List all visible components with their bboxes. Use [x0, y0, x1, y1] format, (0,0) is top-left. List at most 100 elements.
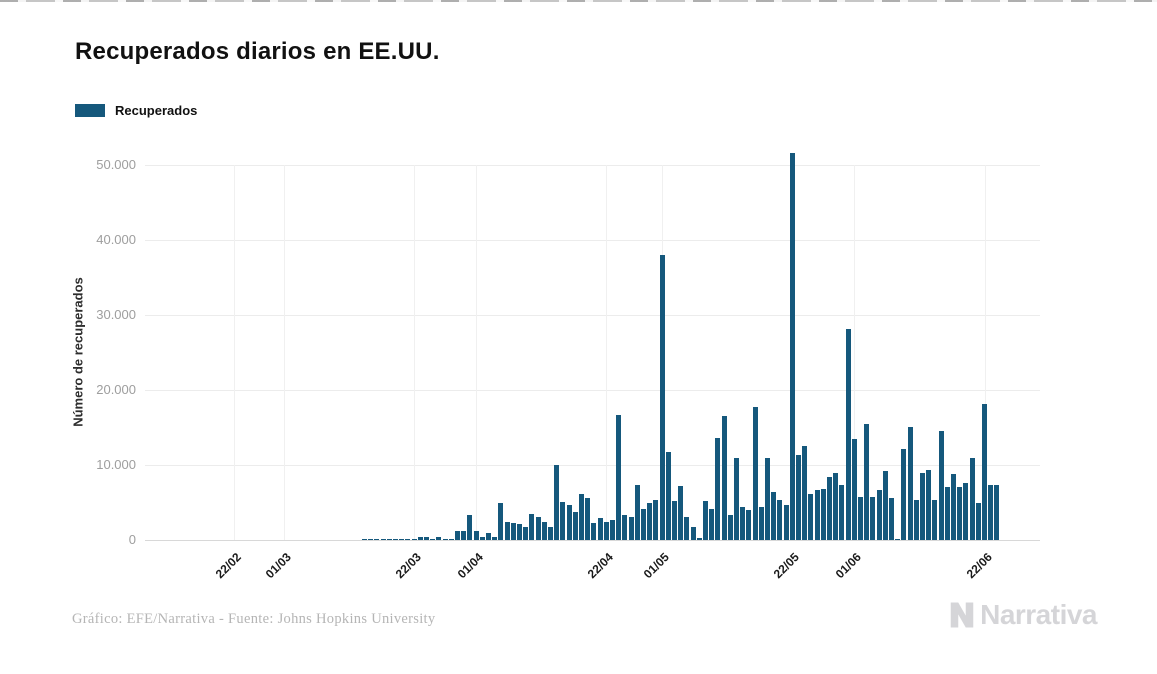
bar-13-04: [548, 526, 553, 540]
legend-label: Recuperados: [115, 103, 198, 118]
bar-25-03: [430, 538, 436, 540]
chart-title: Recuperados diarios en EE.UU.: [75, 38, 440, 65]
bar-18-06: [957, 486, 963, 540]
bar-07-06: [889, 498, 894, 540]
bar-17-03: [380, 538, 386, 540]
bar-27-04: [634, 485, 640, 540]
bar-31-05: [845, 328, 851, 540]
gridline-x-22-02: [234, 165, 236, 540]
bar-11-05: [721, 415, 727, 540]
bar-14-04: [554, 465, 560, 540]
bar-27-05: [820, 489, 826, 540]
bar-03-05: [672, 501, 677, 540]
bar-15-04: [560, 501, 566, 540]
bar-23-05: [796, 455, 801, 540]
bar-07-04: [510, 522, 516, 540]
gridline-y-0: [145, 540, 1040, 541]
bar-23-04: [610, 519, 615, 540]
bar-19-05: [771, 491, 777, 540]
bar-18-05: [765, 457, 770, 540]
bar-02-06: [858, 496, 863, 540]
bar-13-05: [734, 458, 739, 540]
y-tick-label: 20.000: [96, 382, 136, 397]
bar-14-03: [362, 539, 367, 540]
bar-03-04: [486, 533, 491, 540]
y-tick-label: 0: [128, 532, 136, 547]
bar-10-05: [715, 438, 721, 540]
bar-03-06: [864, 424, 870, 540]
bar-30-05: [839, 485, 845, 540]
bar-16-03: [374, 539, 380, 540]
y-tick-label: 50.000: [96, 157, 136, 172]
bar-26-05: [814, 490, 820, 540]
x-tick-label: 01/06: [833, 550, 865, 582]
y-axis-title: Número de recuperados: [70, 277, 86, 427]
bar-01-05: [659, 255, 665, 540]
bar-02-04: [479, 537, 485, 540]
bar-21-05: [783, 505, 789, 540]
bar-24-06: [994, 484, 1000, 540]
y-tick-label: 10.000: [96, 457, 136, 472]
x-tick-label: 22/03: [392, 550, 424, 582]
bar-18-03: [386, 539, 392, 540]
bar-29-03: [455, 530, 460, 540]
bar-14-05: [740, 506, 746, 540]
x-tick-label: 01/04: [454, 550, 486, 582]
bar-09-06: [901, 448, 907, 540]
narrativa-logo: Narrativa: [947, 599, 1097, 631]
bar-07-05: [696, 537, 702, 540]
bar-02-05: [665, 451, 671, 540]
bar-09-04: [523, 526, 529, 540]
bar-05-06: [876, 489, 882, 540]
gridline-x-22-04: [606, 165, 608, 540]
bar-11-04: [535, 516, 541, 540]
bar-06-05: [690, 527, 696, 540]
bar-15-03: [368, 539, 374, 540]
bar-22-06: [982, 404, 987, 540]
legend-swatch: [75, 104, 105, 117]
bar-20-03: [399, 538, 405, 540]
bar-20-06: [969, 458, 975, 540]
gridline-y-10000: [145, 465, 1040, 466]
gridline-y-20000: [145, 390, 1040, 391]
legend: Recuperados: [75, 103, 197, 118]
top-edge-artifact: [0, 0, 1157, 2]
bar-14-06: [932, 500, 938, 540]
gridline-x-01-04: [476, 165, 478, 540]
bar-22-05: [789, 153, 795, 540]
bar-08-05: [703, 500, 708, 540]
bar-21-06: [975, 503, 981, 540]
bar-15-06: [938, 431, 944, 540]
narrativa-n-icon: [950, 602, 974, 628]
x-tick-label: 01/05: [640, 550, 672, 582]
source-credit: Gráfico: EFE/Narrativa - Fuente: Johns H…: [72, 611, 436, 627]
bar-05-05: [684, 516, 690, 540]
bar-16-04: [566, 505, 572, 540]
bar-19-06: [963, 482, 969, 540]
gridline-x-22-03: [414, 165, 416, 540]
y-tick-label: 30.000: [96, 307, 136, 322]
bar-24-04: [616, 414, 622, 540]
bar-30-04: [653, 500, 659, 540]
gridline-y-50000: [145, 165, 1040, 166]
bar-31-03: [467, 515, 473, 540]
bar-12-06: [920, 472, 925, 540]
bar-13-06: [926, 469, 932, 540]
bar-28-05: [827, 477, 832, 540]
bar-22-03: [411, 538, 417, 540]
bar-21-03: [405, 539, 411, 540]
bar-21-04: [597, 518, 603, 540]
bar-25-05: [808, 494, 814, 540]
bar-04-04: [492, 536, 498, 540]
bar-22-04: [603, 521, 609, 540]
x-tick-label: 22/04: [585, 550, 617, 582]
bar-08-04: [517, 524, 522, 540]
bar-09-05: [709, 508, 715, 540]
bar-20-05: [777, 499, 783, 540]
x-tick-label: 22/05: [771, 550, 803, 582]
bar-29-05: [833, 472, 839, 540]
bar-28-03: [448, 538, 454, 540]
bar-05-04: [498, 502, 504, 540]
bar-10-04: [529, 513, 535, 540]
